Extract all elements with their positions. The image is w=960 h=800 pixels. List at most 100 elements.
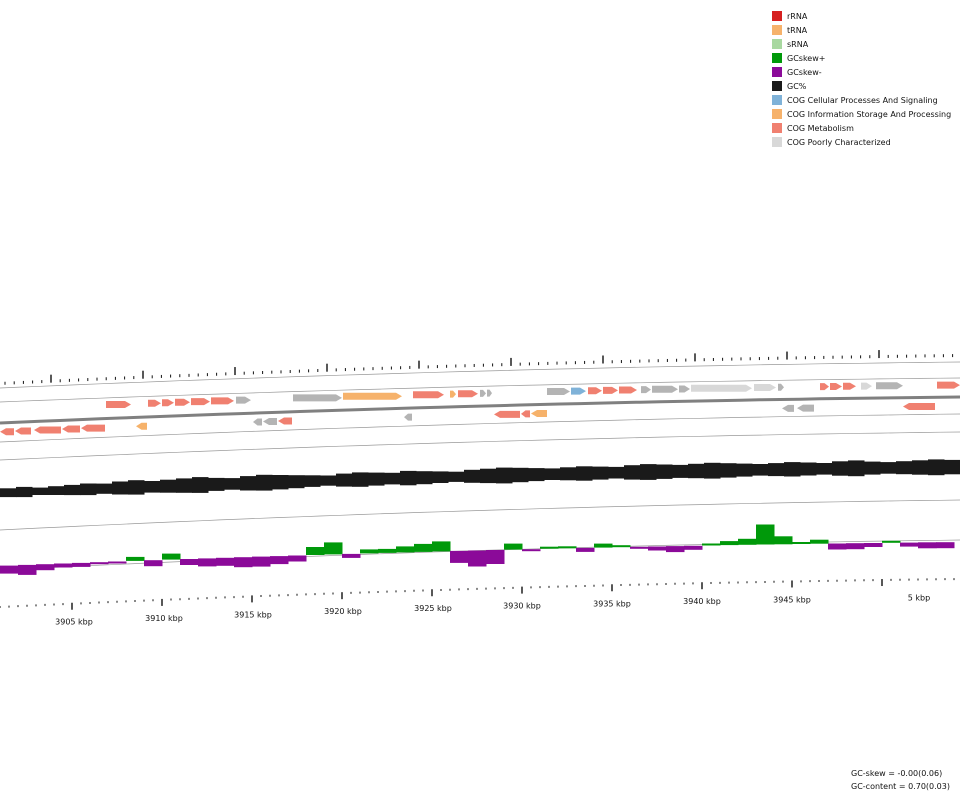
gc-bar <box>720 463 737 478</box>
gc-bar <box>624 465 641 480</box>
gc-bar <box>128 480 145 495</box>
gene-arrow-metabolism <box>937 381 960 389</box>
legend-item-trna: tRNA <box>772 23 951 37</box>
gc-skew-positive-bar <box>756 524 775 545</box>
kbp-label: 5 kbp <box>908 594 930 603</box>
gc-skew-negative-bar <box>576 547 595 552</box>
gene-arrow-metabolism <box>211 397 234 405</box>
gc-bar <box>272 475 289 490</box>
legend-swatch <box>772 137 782 147</box>
gene-arrow-metabolism <box>588 387 602 395</box>
gc-skew-negative-bar <box>918 542 937 549</box>
legend-swatch <box>772 109 782 119</box>
legend-item-gc-percent: GC% <box>772 79 951 93</box>
gene-arrow-poorly <box>754 384 776 392</box>
gc-bar <box>704 462 721 479</box>
gc-skew-negative-bar <box>936 542 955 549</box>
gc-bar <box>336 473 353 487</box>
gc-bar <box>384 472 401 485</box>
gene-arrow-uncat <box>782 404 794 412</box>
kbp-label: 3915 kbp <box>234 610 272 619</box>
gc-bar <box>640 464 657 480</box>
legend-item-srna: sRNA <box>772 37 951 51</box>
gene-arrow-uncat <box>797 404 814 412</box>
gene-arrow-metabolism <box>413 391 444 399</box>
gene-arrow-uncat <box>778 383 784 391</box>
gc-bar <box>768 463 785 477</box>
gene-arrow-uncat <box>487 389 492 397</box>
gc-skew-positive-bar <box>324 542 343 555</box>
gc-bar <box>896 461 913 475</box>
gc-skew-negative-bar <box>684 545 703 550</box>
gene-arrow-metabolism <box>903 402 935 410</box>
kbp-label: 3945 kbp <box>773 596 811 605</box>
gc-skew-positive-bar <box>558 546 577 549</box>
guide-line <box>0 361 960 389</box>
gc-skew-negative-bar <box>864 543 883 547</box>
gc-skew-negative-bar <box>234 557 253 568</box>
gene-arrow-uncat <box>679 385 690 393</box>
gene-arrow-poorly <box>691 384 752 392</box>
gc-skew-negative-bar <box>522 549 541 552</box>
legend-swatch <box>772 95 782 105</box>
gene-arrow-metabolism <box>81 424 105 432</box>
legend-swatch <box>772 81 782 91</box>
legend-swatch <box>772 53 782 63</box>
gc-bar <box>208 477 225 491</box>
gc-bar <box>512 467 529 483</box>
gc-bar <box>816 463 833 475</box>
gc-skew-positive-bar <box>702 543 721 546</box>
legend-item-gcskew-plus: GCskew+ <box>772 51 951 65</box>
legend-item-cog-information: COG Information Storage And Processing <box>772 107 951 121</box>
legend-swatch <box>772 123 782 133</box>
gc-skew-negative-bar <box>486 550 505 564</box>
gc-bar <box>912 460 929 475</box>
gc-skew-negative-bar <box>18 564 37 575</box>
gene-arrow-metabolism <box>521 410 530 418</box>
gc-skew-positive-bar <box>306 547 325 555</box>
legend-swatch <box>772 11 782 21</box>
gc-bar <box>672 464 689 478</box>
gc-bar <box>96 483 113 494</box>
gc-bar <box>192 477 209 493</box>
gc-skew-negative-bar <box>648 546 667 551</box>
kbp-label: 3935 kbp <box>593 599 631 608</box>
gc-skew-positive-bar <box>540 546 559 549</box>
gene-arrow-uncat <box>641 386 651 394</box>
gc-bar <box>416 471 433 485</box>
gc-skew-negative-bar <box>288 555 307 562</box>
gc-bar <box>736 463 753 477</box>
gene-arrow-poorly <box>861 382 872 390</box>
gc-skew-positive-bar <box>378 548 397 553</box>
gene-arrow-metabolism <box>162 399 174 407</box>
gc-bar <box>112 481 129 495</box>
stats-box: GC-skew = -0.00(0.06) GC-content = 0.70(… <box>851 767 950 793</box>
gc-skew-positive-bar <box>360 549 379 554</box>
gc-bar <box>928 459 945 476</box>
gc-bar <box>544 468 561 480</box>
gc-bar <box>448 471 465 482</box>
gc-skew-positive-bar <box>504 543 523 550</box>
gene-arrow-uncat <box>547 388 570 396</box>
legend-swatch <box>772 67 782 77</box>
gene-arrow-metabolism <box>15 427 31 435</box>
gc-skew-negative-bar <box>216 557 235 566</box>
gc-bar <box>48 486 65 495</box>
gc-bar <box>880 462 897 474</box>
gc-bar <box>688 463 705 479</box>
gene-arrow-metabolism <box>494 410 520 418</box>
gc-skew-negative-bar <box>72 562 91 567</box>
gc-bar <box>656 464 673 479</box>
gene-arrow-cellular <box>571 387 586 395</box>
legend-item-cog-metabolism: COG Metabolism <box>772 121 951 135</box>
gc-bar <box>288 475 305 489</box>
backbone-line <box>0 395 960 425</box>
gc-bar <box>176 478 193 493</box>
gene-arrow-metabolism <box>62 425 80 433</box>
gene-arrow-metabolism <box>603 386 618 394</box>
gc-skew-track <box>0 524 955 575</box>
gc-skew-positive-bar <box>612 545 631 548</box>
gc-bar <box>464 469 481 483</box>
guide-line <box>0 413 960 443</box>
